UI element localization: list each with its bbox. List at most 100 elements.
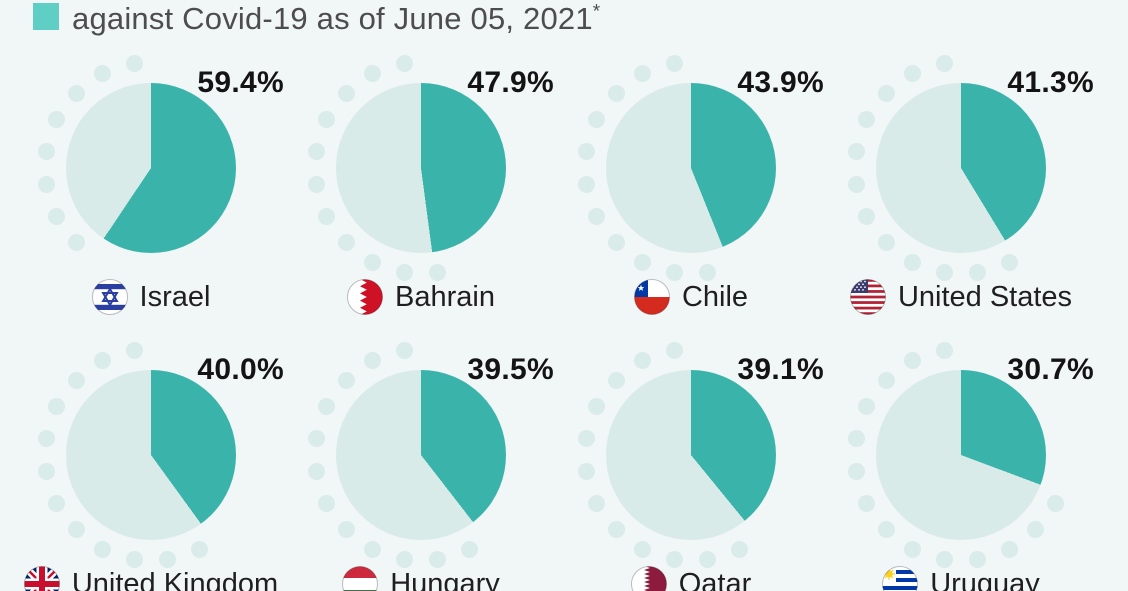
country-label: Chile	[556, 279, 826, 315]
decor-dot	[460, 540, 478, 558]
decor-dot	[577, 176, 595, 194]
decor-dot	[307, 176, 325, 194]
decor-dot	[588, 398, 606, 416]
decor-dot	[858, 494, 876, 512]
decor-dot	[877, 234, 895, 252]
footnote-asterisk: *	[592, 1, 601, 23]
decor-dot	[847, 142, 865, 160]
country-pie-cell: 59.4% Israel	[16, 54, 286, 360]
country-pie-cell: 47.9% Bahrain	[286, 54, 556, 360]
decor-dot	[67, 234, 85, 252]
decor-dot	[877, 84, 895, 102]
decor-dot	[1046, 494, 1064, 512]
decor-dot	[307, 463, 325, 481]
percent-value-label: 43.9%	[737, 66, 824, 99]
decor-dot	[337, 234, 355, 252]
chile-flag-icon	[633, 279, 670, 315]
legend-square	[33, 3, 59, 30]
chart-title-text: against Covid-19 as of June 05, 2021	[72, 1, 593, 36]
decor-dot	[125, 54, 143, 72]
decor-dot	[634, 65, 652, 83]
decor-dot	[37, 463, 55, 481]
decor-dot	[395, 341, 413, 359]
decor-dot	[665, 551, 683, 569]
decor-dot	[634, 540, 652, 558]
decor-dot	[969, 264, 987, 282]
decor-dot	[337, 371, 355, 389]
pie-chart	[336, 370, 506, 540]
united-states-flag-icon	[849, 279, 886, 315]
decor-dot	[37, 429, 55, 447]
decor-dot	[699, 264, 717, 282]
decor-dot	[935, 551, 953, 569]
decor-dot	[904, 352, 922, 370]
country-name: United States	[897, 280, 1073, 313]
decor-dot	[94, 540, 112, 558]
pie-chart	[876, 83, 1046, 253]
decor-dot	[1000, 253, 1018, 271]
decor-dot	[318, 398, 336, 416]
decor-dot	[318, 494, 336, 512]
decor-dot	[67, 521, 85, 539]
decor-dot	[67, 371, 85, 389]
decor-dot	[904, 540, 922, 558]
decor-dot	[94, 65, 112, 83]
decor-dot	[318, 207, 336, 225]
pie-chart	[66, 370, 236, 540]
decor-dot	[395, 54, 413, 72]
decor-dot	[429, 264, 447, 282]
decor-dot	[94, 352, 112, 370]
country-label: Hungary	[286, 566, 556, 591]
decor-dot	[847, 463, 865, 481]
pie-chart	[876, 370, 1046, 540]
country-label: United Kingdom	[16, 566, 286, 591]
pie-chart	[606, 83, 776, 253]
decor-dot	[395, 551, 413, 569]
decor-dot	[48, 398, 66, 416]
decor-dot	[607, 234, 625, 252]
decor-dot	[48, 207, 66, 225]
country-label: Qatar	[556, 566, 826, 591]
country-label: United States	[826, 279, 1096, 315]
decor-dot	[858, 111, 876, 129]
decor-dot	[935, 54, 953, 72]
percent-value-label: 39.1%	[737, 353, 824, 386]
chart-title: against Covid-19 as of June 05, 2021*	[72, 0, 600, 38]
decor-dot	[877, 371, 895, 389]
decor-dot	[634, 352, 652, 370]
decor-dot	[847, 176, 865, 194]
bahrain-flag-icon	[347, 279, 384, 315]
country-name: Uruguay	[930, 567, 1040, 591]
country-name: Chile	[681, 280, 749, 313]
uruguay-flag-icon	[882, 566, 919, 591]
decor-dot	[364, 65, 382, 83]
decor-dot	[307, 142, 325, 160]
pie-chart	[336, 83, 506, 253]
country-pie-cell: 41.3% United States	[826, 54, 1096, 360]
decor-dot	[699, 551, 717, 569]
decor-dot	[935, 341, 953, 359]
decor-dot	[904, 65, 922, 83]
country-pie-cell: 30.7% Uruguay	[826, 341, 1096, 591]
country-label: Bahrain	[286, 279, 556, 315]
country-pie-cell: 43.9% Chile	[556, 54, 826, 360]
decor-dot	[364, 540, 382, 558]
country-pie-cell: 40.0% United Kingdom	[16, 341, 286, 591]
chart-title-bar: against Covid-19 as of June 05, 2021*	[33, 0, 600, 38]
percent-value-label: 47.9%	[467, 66, 554, 99]
qatar-flag-icon	[630, 566, 667, 591]
decor-dot	[577, 142, 595, 160]
decor-dot	[48, 111, 66, 129]
decor-dot	[190, 540, 208, 558]
decor-dot	[634, 253, 652, 271]
decor-dot	[318, 111, 336, 129]
country-name: Qatar	[678, 567, 752, 591]
decor-dot	[48, 494, 66, 512]
decor-dot	[364, 253, 382, 271]
decor-dot	[969, 551, 987, 569]
decor-dot	[1027, 521, 1045, 539]
percent-value-label: 41.3%	[1007, 66, 1094, 99]
percent-value-label: 40.0%	[197, 353, 284, 386]
decor-dot	[1000, 540, 1018, 558]
